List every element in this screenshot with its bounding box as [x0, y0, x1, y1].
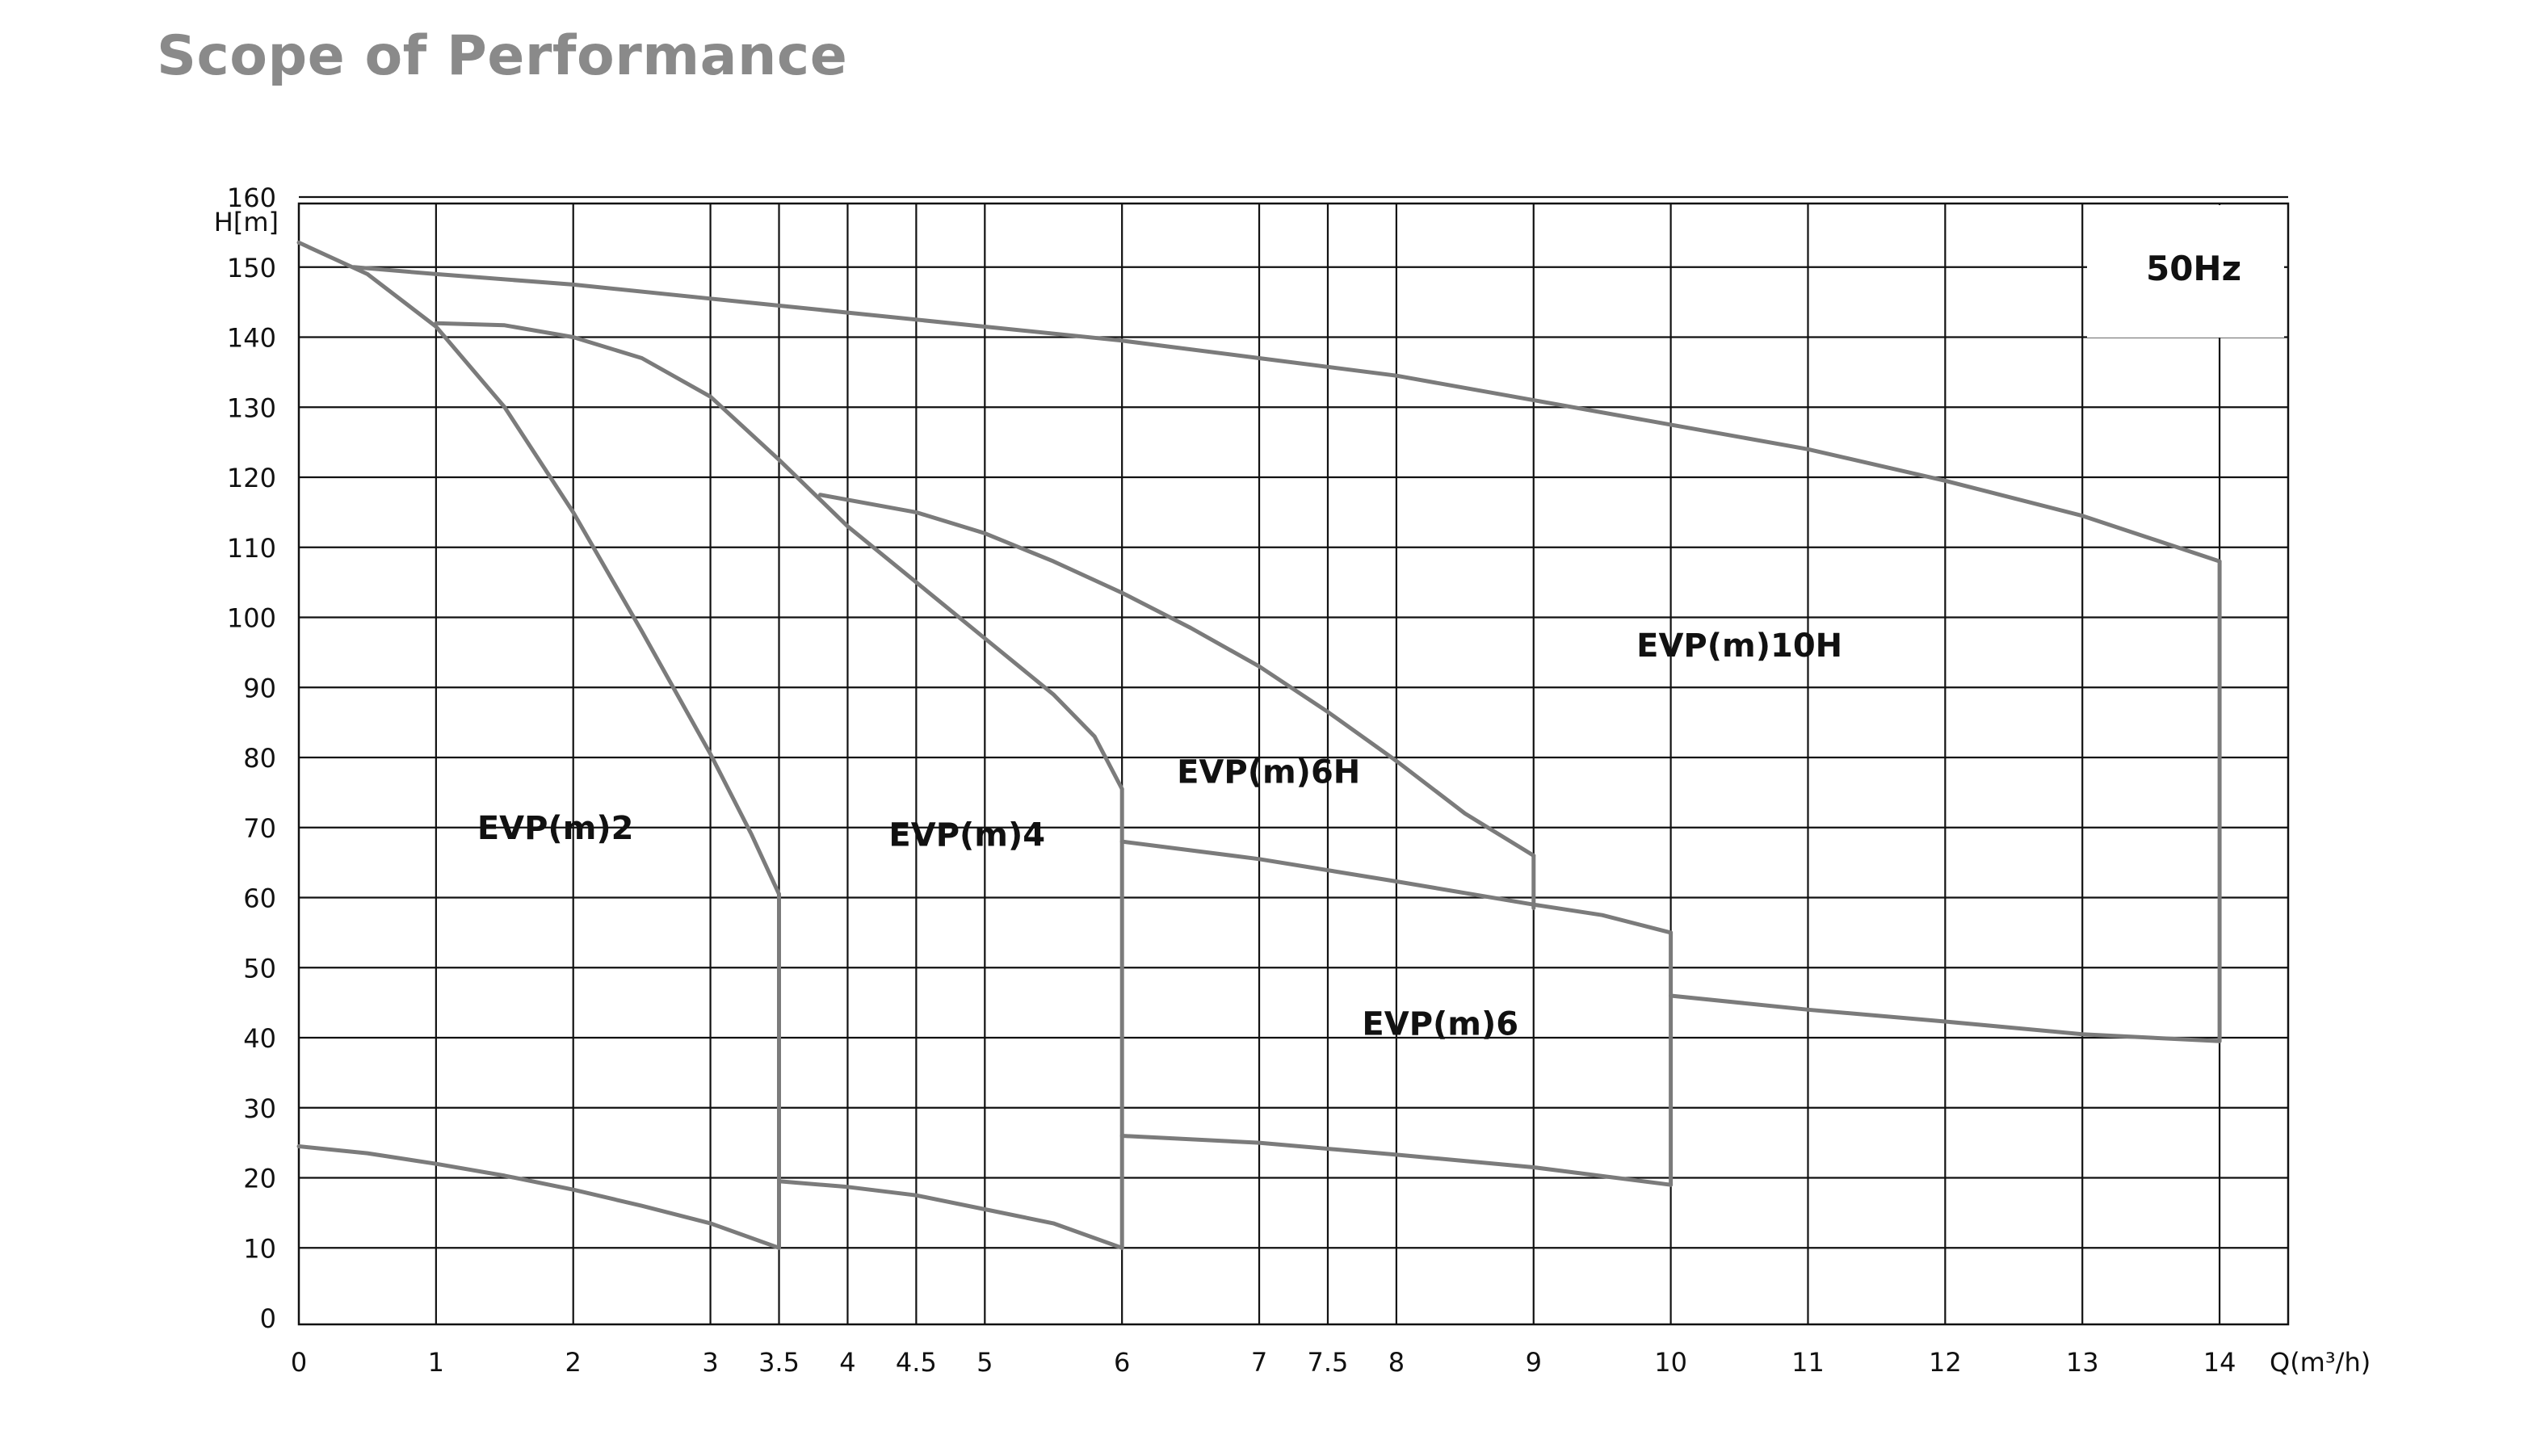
y-tick-label: 0	[260, 1303, 276, 1334]
series-label: EVP(m)6	[1362, 1006, 1518, 1043]
y-tick-label: 10	[243, 1233, 276, 1264]
y-tick-label: 20	[243, 1164, 276, 1194]
series-label: EVP(m)6H	[1177, 753, 1360, 791]
x-tick-label: 14	[2203, 1347, 2236, 1378]
y-tick-label: 130	[227, 392, 276, 423]
plot-frame	[297, 202, 2290, 1326]
y-axis-title: H[m]	[214, 207, 279, 237]
frequency-label: 50Hz	[2146, 249, 2241, 288]
x-axis-title: Q(m³/h)	[2270, 1347, 2371, 1378]
performance-curve	[1119, 1134, 1674, 1187]
series-label: EVP(m)10H	[1636, 627, 1842, 665]
series-evp-m-10h	[351, 265, 2222, 1043]
x-tick-label: 3	[702, 1347, 718, 1378]
series-evp-m-6	[1119, 839, 1674, 1187]
y-tick-label: 80	[243, 743, 276, 774]
y-tick-label: 150	[227, 253, 276, 283]
series-evp-m-4	[434, 321, 1124, 1250]
performance-curve	[434, 321, 1124, 791]
x-tick-label: 12	[1929, 1347, 1962, 1378]
x-tick-label: 13	[2066, 1347, 2099, 1378]
performance-curve	[351, 265, 2222, 564]
series-label: EVP(m)4	[888, 816, 1045, 854]
y-tick-label: 60	[243, 883, 276, 914]
y-tick-label: 100	[227, 603, 276, 634]
y-tick-label: 140	[227, 323, 276, 354]
curves	[296, 240, 2222, 1250]
performance-curve	[296, 240, 781, 896]
x-tick-label: 2	[565, 1347, 582, 1378]
grid	[297, 195, 2290, 1326]
x-tick-label: 4	[839, 1347, 855, 1378]
series-label: EVP(m)2	[477, 810, 634, 847]
performance-curve	[777, 1179, 1124, 1250]
x-tick-label: 3.5	[758, 1347, 800, 1378]
y-tick-label: 40	[243, 1023, 276, 1054]
page-title: Scope of Performance	[157, 24, 848, 88]
y-tick-label: 30	[243, 1093, 276, 1124]
performance-curve	[1669, 993, 2222, 1043]
x-tick-label: 11	[1791, 1347, 1825, 1378]
y-tick-label: 70	[243, 813, 276, 844]
performance-curve	[1119, 839, 1674, 935]
x-tick-label: 0	[291, 1347, 307, 1378]
x-tick-label: 9	[1526, 1347, 1542, 1378]
y-tick-label: 160	[227, 183, 276, 213]
tick-labels: 0 1 2 3 3.5 4 4.5 5 6 7 7.5 8 9 10 11 12 13 1401020304050…	[227, 183, 2236, 1378]
x-tick-label: 6	[1114, 1347, 1130, 1378]
performance-curve	[296, 1144, 781, 1250]
y-tick-label: 110	[227, 533, 276, 564]
y-tick-label: 50	[243, 953, 276, 984]
frequency-box	[2087, 205, 2284, 338]
series-labels: EVP(m)2 EVP(m)4 EVP(m)6H EVP(m)6 EVP(m)10H	[477, 627, 1842, 1043]
x-tick-label: 7	[1251, 1347, 1267, 1378]
x-tick-label: 1	[428, 1347, 444, 1378]
performance-curve	[818, 493, 1536, 858]
x-tick-label: 4.5	[896, 1347, 937, 1378]
x-tick-label: 7.5	[1308, 1347, 1349, 1378]
x-tick-label: 5	[976, 1347, 993, 1378]
y-tick-label: 120	[227, 463, 276, 493]
y-tick-label: 90	[243, 673, 276, 703]
series-evp-m-2	[296, 240, 781, 1250]
x-tick-label: 8	[1388, 1347, 1405, 1378]
x-tick-label: 10	[1654, 1347, 1687, 1378]
series-evp-m-6h	[818, 493, 1536, 910]
